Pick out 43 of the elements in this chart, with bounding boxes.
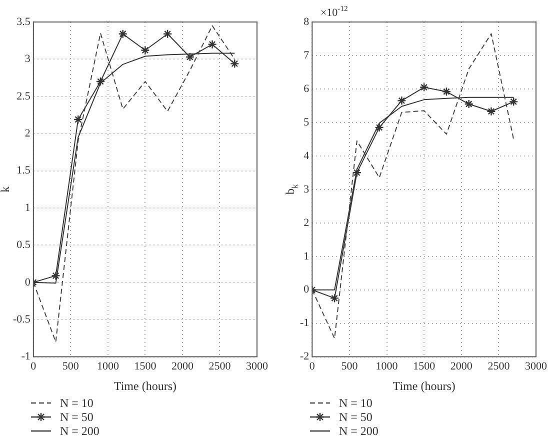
y-tick-label: 3 bbox=[24, 53, 31, 66]
x-tick-label: 3000 bbox=[246, 360, 268, 372]
y-tick-label: 0.5 bbox=[16, 239, 31, 252]
y-tick-label: -1 bbox=[300, 317, 310, 330]
y-tick-label: 6 bbox=[304, 82, 310, 95]
x-tick-label: 1000 bbox=[96, 360, 120, 372]
legend-label: N = 10 bbox=[339, 396, 372, 410]
legend-label: N = 50 bbox=[60, 410, 94, 424]
legend-label: N = 200 bbox=[339, 424, 378, 438]
y-axis-title: bk bbox=[283, 183, 300, 194]
x-tick-label: 2000 bbox=[450, 360, 473, 372]
y-tick-label: 5 bbox=[304, 116, 310, 128]
legend-label: N = 10 bbox=[60, 396, 94, 410]
x-tick-label: 2500 bbox=[488, 360, 510, 372]
y-tick-label: 0 bbox=[304, 284, 310, 296]
y-tick-label: 1.5 bbox=[16, 164, 31, 177]
x-tick-label: 500 bbox=[341, 360, 358, 372]
y-tick-label: 3.5 bbox=[16, 16, 31, 28]
x-tick-label: 1500 bbox=[134, 360, 157, 372]
x-tick-label: 2000 bbox=[171, 360, 194, 372]
y-tick-label: -1 bbox=[21, 350, 30, 363]
legend-label: N = 200 bbox=[60, 424, 100, 438]
y-tick-label: 2 bbox=[24, 127, 30, 140]
y-axis-title: k bbox=[0, 186, 12, 192]
x-axis-title: Time (hours) bbox=[392, 378, 456, 393]
x-tick-label: 1500 bbox=[413, 360, 436, 372]
y-tick-label: 3 bbox=[304, 183, 310, 196]
y-tick-label: -2 bbox=[300, 350, 310, 363]
x-tick-label: 2500 bbox=[208, 360, 232, 372]
y-tick-label: 7 bbox=[304, 49, 310, 62]
x-tick-label: 500 bbox=[62, 360, 80, 372]
x-tick-label: 3000 bbox=[525, 360, 548, 372]
x-tick-label: 1000 bbox=[376, 360, 398, 372]
legend-label: N = 50 bbox=[339, 410, 372, 424]
y-tick-label: 1 bbox=[24, 202, 30, 214]
y-tick-label: 8 bbox=[304, 16, 310, 28]
y-tick-label: 4 bbox=[304, 150, 310, 162]
x-axis-title: Time (hours) bbox=[114, 378, 176, 393]
y-tick-label: 2.5 bbox=[16, 90, 31, 102]
y-tick-label: -0.5 bbox=[12, 313, 31, 326]
y-tick-label: 1 bbox=[304, 250, 310, 262]
y-tick-label: 2 bbox=[304, 216, 310, 229]
y-tick-label: 0 bbox=[24, 276, 31, 288]
